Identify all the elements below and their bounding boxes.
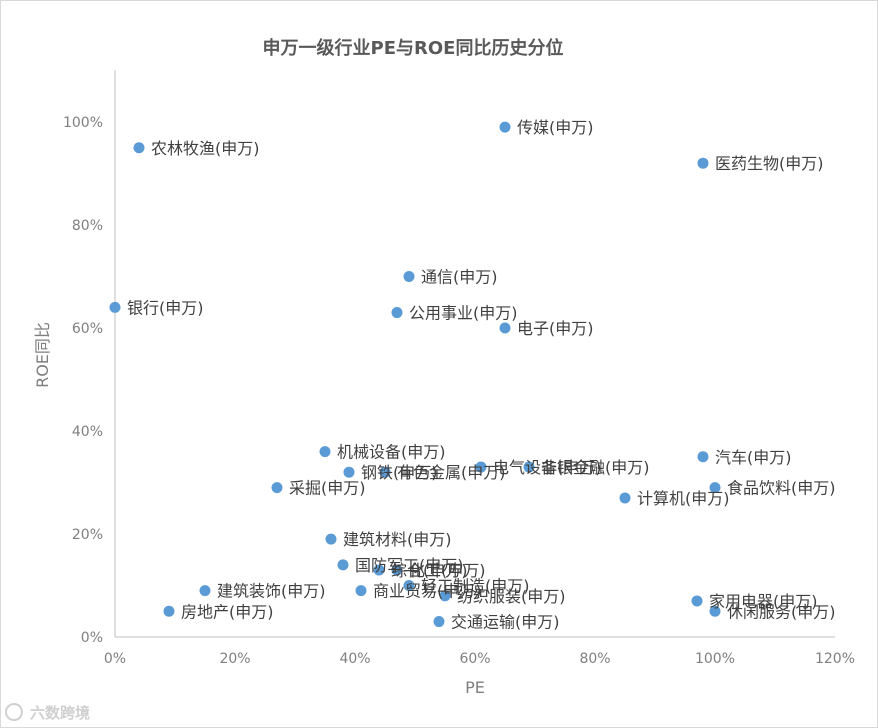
point-label: 国防军工(申万): [355, 556, 464, 575]
data-point: [373, 564, 385, 576]
data-point: [691, 595, 703, 607]
point-label: 轻工制造(申万): [421, 577, 530, 596]
point-label: 银行(申万): [127, 298, 204, 317]
data-point: [109, 301, 121, 313]
y-tick-label: 60%: [72, 321, 103, 337]
point-label: 农林牧渔(申万): [151, 139, 260, 158]
watermark-logo-icon: [5, 703, 23, 721]
point-label: 计算机(申万): [637, 489, 730, 508]
point-label: 电子(申万): [517, 319, 594, 338]
y-tick-label: 20%: [72, 527, 103, 543]
point-label: 机械设备(申万): [337, 443, 446, 462]
point-label: 建筑材料(申万): [343, 530, 452, 549]
data-point: [475, 461, 487, 473]
point-label: 电气设备(申万): [493, 458, 602, 477]
data-point: [325, 533, 337, 545]
data-point: [199, 585, 211, 597]
data-point: [163, 605, 175, 617]
point-labels: 农林牧渔(申万) 传媒(申万) 医药生物(申万) 通信(申万) 银行(申万) 公用事业(申…: [127, 118, 836, 631]
point-label: 采掘(申万): [289, 479, 366, 498]
y-tick-label: 40%: [72, 424, 103, 440]
x-tick-label: 40%: [339, 651, 370, 667]
data-point: [271, 482, 283, 494]
data-point: [709, 605, 721, 617]
y-tick-labels: 0% 20% 40% 60% 80% 100%: [63, 115, 103, 646]
point-label: 通信(申万): [421, 268, 498, 287]
y-tick-label: 100%: [63, 115, 103, 131]
data-point: [391, 564, 403, 576]
point-label: 公用事业(申万): [409, 304, 518, 323]
y-axis-title: ROE同比: [33, 322, 52, 388]
x-tick-label: 80%: [579, 651, 610, 667]
point-label: 建筑装饰(申万): [217, 582, 326, 601]
data-point: [523, 461, 535, 473]
data-point: [337, 559, 349, 571]
x-tick-label: 20%: [219, 651, 250, 667]
data-point: [343, 466, 355, 478]
point-label: 化工(申万): [409, 561, 486, 580]
watermark-text: 六数跨境: [30, 704, 90, 722]
point-label: 休闲服务(申万): [727, 602, 836, 621]
data-point: [391, 307, 403, 319]
data-point: [709, 482, 721, 494]
point-label: 交通运输(申万): [451, 613, 560, 632]
data-point: [319, 446, 331, 458]
data-point: [133, 142, 145, 154]
point-label: 医药生物(申万): [715, 154, 824, 173]
data-point: [355, 585, 367, 597]
data-point: [379, 466, 391, 478]
watermark: 六数跨境: [5, 703, 90, 722]
point-label: 汽车(申万): [715, 448, 792, 467]
data-point: [499, 121, 511, 133]
data-points: [109, 121, 721, 628]
data-point: [697, 157, 709, 169]
data-point: [433, 616, 445, 628]
data-point: [619, 492, 631, 504]
point-label: 非银金融(申万): [541, 458, 650, 477]
point-label: 钢铁(申万): [361, 463, 438, 482]
x-tick-label: 100%: [695, 651, 735, 667]
data-point: [403, 271, 415, 282]
data-point: [499, 322, 511, 334]
point-label: 家用电器(申万): [709, 592, 818, 611]
axes: [114, 70, 835, 638]
point-label: 食品饮料(申万): [727, 479, 836, 498]
x-axis-title: PE: [465, 678, 485, 697]
y-tick-label: 80%: [72, 218, 103, 234]
x-tick-labels: 0% 20% 40% 60% 80% 100% 120%: [104, 651, 855, 667]
x-tick-label: 0%: [104, 651, 126, 667]
chart-title: 申万一级行业PE与ROE同比历史分位: [263, 37, 564, 59]
data-point: [697, 451, 709, 463]
point-label: 商业贸易(申万): [373, 582, 482, 601]
data-point: [403, 580, 415, 591]
point-label: 房地产(申万): [181, 602, 274, 621]
point-label: 纺织服装(申万): [457, 587, 566, 606]
point-label: 综合(申万): [391, 561, 468, 580]
point-label: 有色金属(申万): [397, 463, 506, 482]
data-point: [439, 590, 451, 602]
y-tick-label: 0%: [81, 630, 103, 646]
x-tick-label: 60%: [459, 651, 490, 667]
point-label: 传媒(申万): [517, 118, 594, 137]
x-tick-label: 120%: [815, 651, 855, 667]
